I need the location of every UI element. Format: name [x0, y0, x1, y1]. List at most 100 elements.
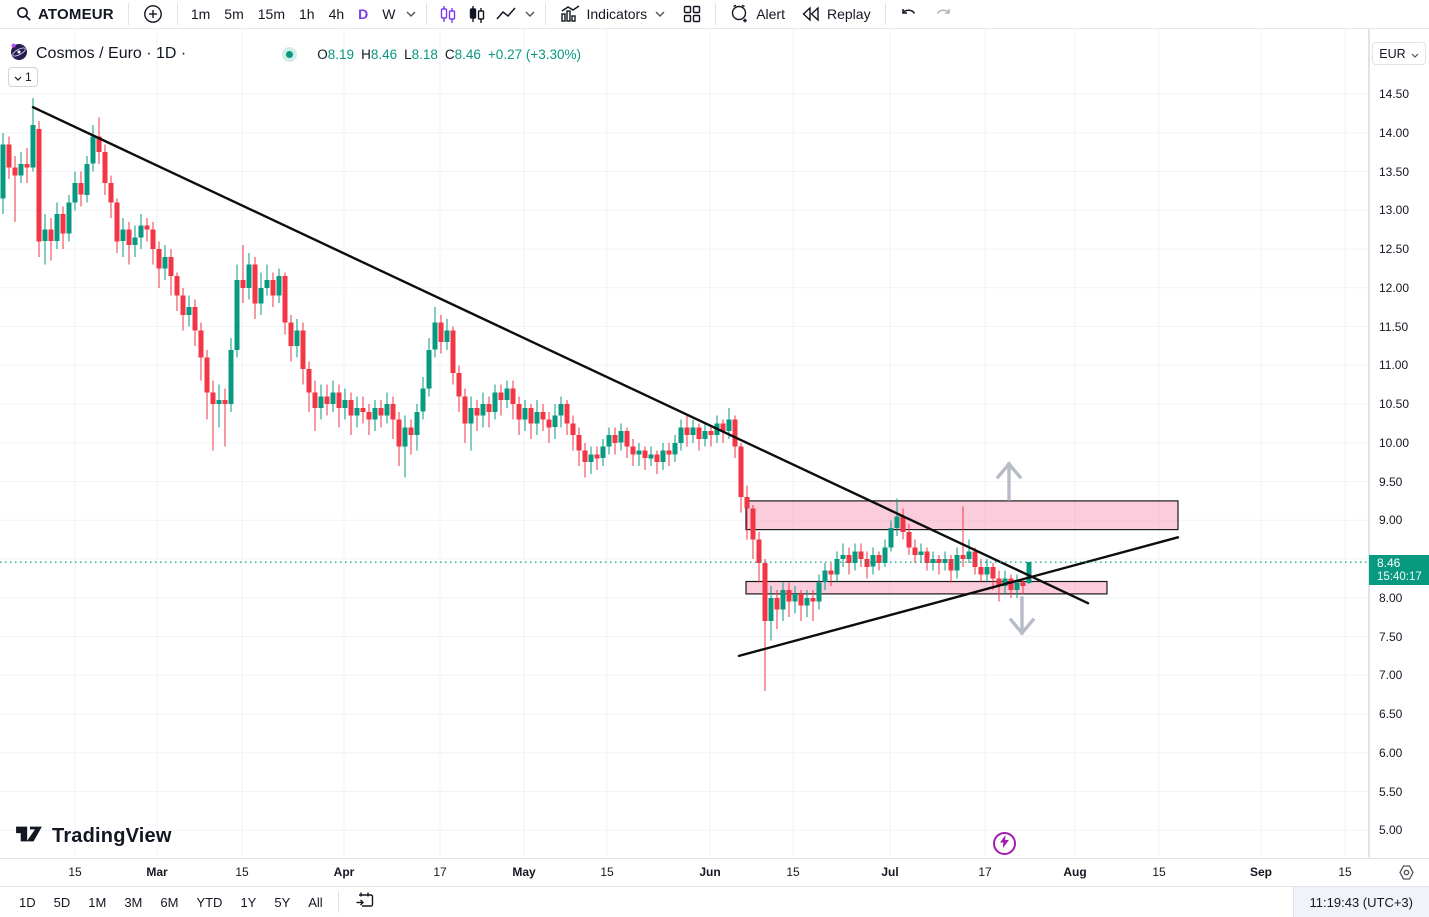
close-key: C — [444, 46, 455, 62]
price-tick: 11.50 — [1379, 319, 1409, 334]
low-value: 8.18 — [411, 46, 438, 62]
range-button-all[interactable]: All — [308, 894, 323, 910]
candles-icon — [438, 5, 457, 24]
replay-button[interactable]: Replay — [793, 1, 879, 27]
price-tick: 13.00 — [1379, 203, 1410, 218]
indicators-button[interactable]: Indicators — [552, 1, 675, 27]
price-tick: 9.50 — [1379, 474, 1403, 489]
chart-canvas[interactable] — [0, 0, 1369, 858]
chart-style-candles-button[interactable] — [433, 1, 462, 27]
time-tick: Sep — [1249, 865, 1273, 879]
chevron-down-icon — [525, 11, 535, 17]
symbol-legend[interactable]: Cosmos / Euro · 1D · O8.19 H8.46 L8.18 C… — [10, 42, 581, 66]
time-tick: 15 — [68, 865, 82, 879]
timeframe-button-w[interactable]: W — [382, 6, 396, 22]
range-button-5d[interactable]: 5D — [53, 894, 71, 910]
open-value: 8.19 — [327, 46, 355, 62]
direction-arrows[interactable] — [995, 461, 1036, 636]
tradingview-watermark: TradingView — [14, 822, 172, 851]
replay-rewind-icon — [801, 6, 821, 22]
price-tick: 13.50 — [1379, 164, 1410, 179]
timeframe-button-1h[interactable]: 1h — [298, 6, 315, 22]
currency-button[interactable]: EUR — [1372, 42, 1426, 65]
clock-label: 11:19:43 (UTC+3) — [1309, 894, 1413, 910]
compare-add-button[interactable] — [135, 1, 171, 27]
price-tick: 14.50 — [1379, 87, 1410, 101]
gridlines — [0, 29, 1368, 857]
range-button-ytd[interactable]: YTD — [196, 894, 223, 910]
range-button-1y[interactable]: 1Y — [240, 894, 257, 910]
tradingview-logo-icon — [14, 822, 44, 851]
layout-grid-button[interactable] — [675, 1, 709, 27]
currency-label: EUR — [1379, 46, 1406, 61]
zones[interactable] — [745, 500, 1179, 595]
goto-date-button[interactable] — [345, 891, 384, 914]
legend-count: 1 — [25, 70, 32, 84]
trend-lines[interactable] — [31, 105, 1180, 658]
resistance-zone — [745, 500, 1179, 531]
range-button-3m[interactable]: 3M — [124, 894, 143, 910]
toolbar-separator — [176, 3, 178, 25]
chart-style-hollow-candles-button[interactable] — [462, 1, 491, 27]
timeframe-button-15m[interactable]: 15m — [257, 6, 285, 22]
timeframe-button-5m[interactable]: 5m — [224, 6, 244, 22]
price-tick: 12.50 — [1379, 242, 1410, 256]
timeframe-group: 1m 5m 15m 1h 4h D W — [184, 2, 403, 26]
price-tick: 7.00 — [1379, 668, 1403, 683]
lightning-bolt-marker[interactable] — [993, 832, 1016, 855]
range-button-5y[interactable]: 5Y — [274, 894, 291, 910]
ascending-trendline — [737, 536, 1180, 658]
time-tick: 15 — [600, 865, 614, 879]
range-button-6m[interactable]: 6M — [160, 894, 179, 910]
down-arrow — [1008, 596, 1036, 636]
redo-button[interactable] — [926, 1, 960, 27]
time-tick: 17 — [978, 865, 992, 879]
time-tick: May — [512, 865, 536, 879]
price-tick: 10.00 — [1379, 435, 1410, 450]
range-group: 1D 5D 1M 3M 6M YTD 1Y 5Y All — [0, 890, 332, 914]
price-tick: 6.00 — [1379, 745, 1403, 760]
timeframe-button-4h[interactable]: 4h — [328, 6, 345, 22]
time-tick: Jun — [699, 865, 721, 879]
range-button-1m[interactable]: 1M — [88, 894, 107, 910]
price-tick: 11.00 — [1379, 358, 1409, 373]
price-axis[interactable]: 14.50 14.00 13.50 13.00 12.50 12.00 11.50 11.00… — [1369, 29, 1429, 858]
search-icon — [16, 6, 32, 22]
timeframe-menu-button[interactable] — [402, 1, 420, 27]
toolbar-separator — [715, 3, 717, 25]
time-tick: Mar — [146, 865, 168, 879]
time-axis[interactable]: 15 Mar 15 Apr 17 May 15 Jun 15 Jul 17 Aug 15 Sep 15 — [0, 858, 1429, 886]
legend-collapse-toggle[interactable]: 1 — [8, 67, 38, 87]
grid-layout-icon — [683, 5, 701, 23]
time-tick: 15 — [1338, 865, 1352, 879]
symbol-search-button[interactable]: ATOMEUR — [8, 1, 122, 27]
ohlc-legend: O8.19 H8.46 L8.18 C8.46 +0.27 (+3.30%) — [317, 47, 581, 62]
time-tick: 15 — [235, 865, 249, 879]
range-button-1d[interactable]: 1D — [19, 894, 36, 910]
descending-trendline — [31, 105, 1090, 605]
chevron-down-icon — [14, 70, 22, 84]
cosmos-logo-icon — [10, 43, 28, 66]
timezone-settings-icon[interactable] — [1398, 864, 1415, 886]
calendar-goto-icon — [355, 891, 374, 914]
timeframe-button-1m[interactable]: 1m — [190, 6, 211, 22]
time-tick: 15 — [1152, 865, 1166, 879]
chevron-down-icon — [1411, 47, 1419, 61]
chart-style-menu-button[interactable] — [521, 1, 539, 27]
symbol-search-text: ATOMEUR — [38, 5, 114, 23]
alert-button[interactable]: Alert — [722, 1, 793, 27]
candles — [0, 97, 1032, 691]
alert-clock-icon — [730, 4, 750, 24]
chevron-down-icon — [406, 11, 416, 17]
chart-style-line-button[interactable] — [491, 1, 521, 27]
open-key: O — [317, 46, 328, 62]
timeframe-button-d[interactable]: D — [358, 6, 369, 22]
hollow-candles-icon — [467, 5, 486, 24]
toolbar-separator — [337, 891, 339, 913]
clock-area[interactable]: 11:19:43 (UTC+3) — [1292, 887, 1429, 917]
bottom-toolbar: 1D 5D 1M 3M 6M YTD 1Y 5Y All 11:19:43 (UTC+3) — [0, 886, 1429, 917]
price-tick: 12.00 — [1379, 280, 1410, 295]
undo-button[interactable] — [892, 1, 926, 27]
indicators-label: Indicators — [586, 6, 648, 22]
